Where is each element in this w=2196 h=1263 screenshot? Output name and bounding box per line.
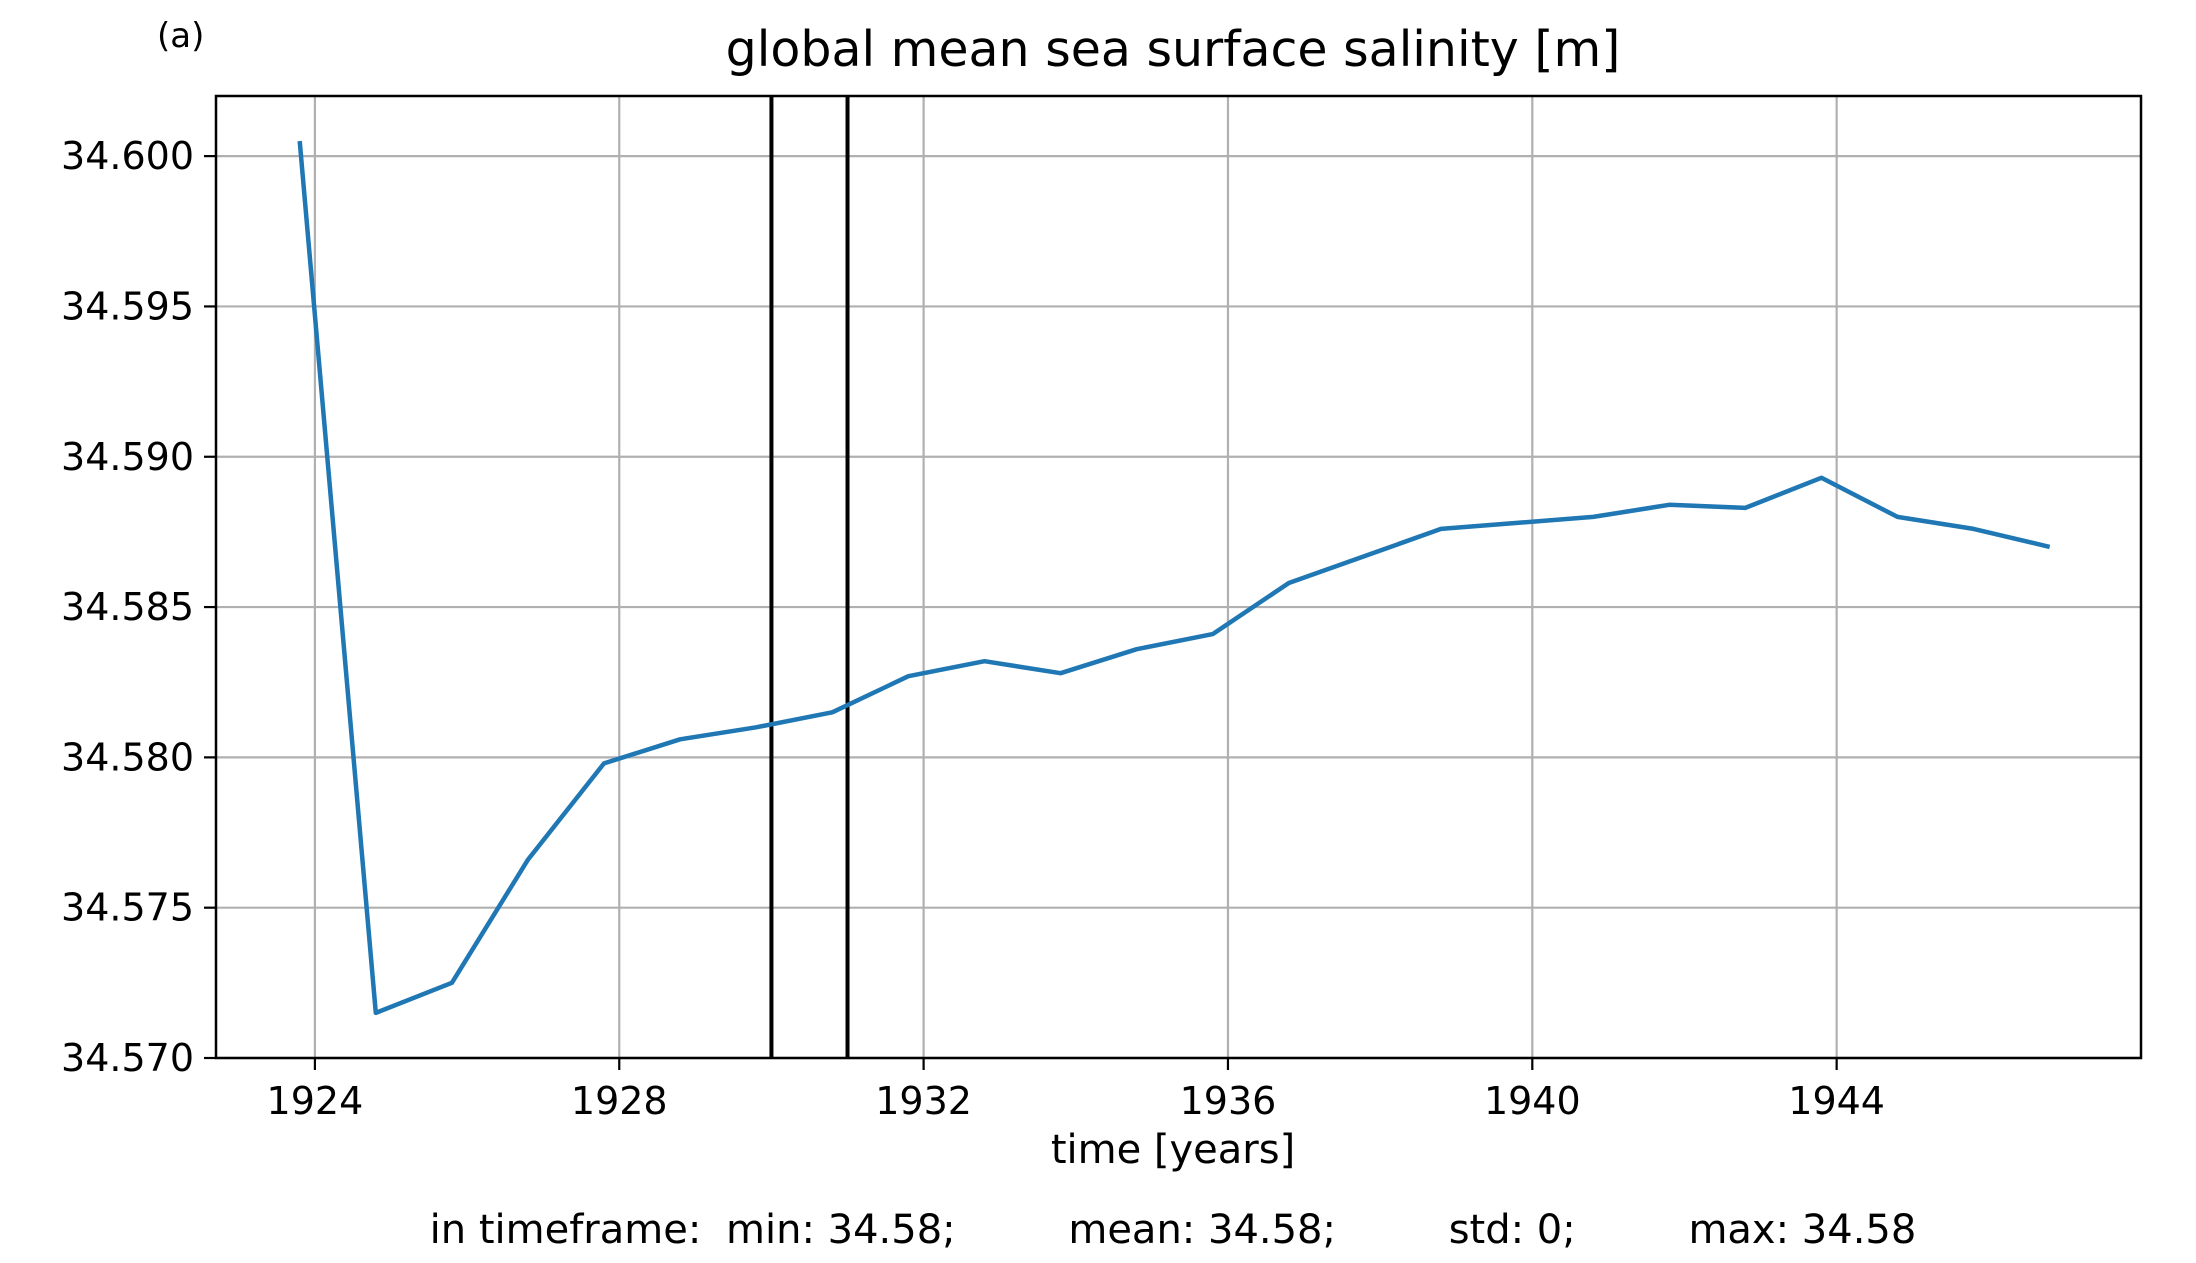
chart-title: global mean sea surface salinity [m]	[726, 21, 1621, 78]
footer-mean: mean: 34.58;	[1068, 1207, 1336, 1253]
x-axis-label: time [years]	[1051, 1127, 1295, 1173]
x-tick-label: 1928	[571, 1079, 668, 1123]
x-tick-label: 1924	[267, 1079, 364, 1123]
grid-lines	[216, 96, 2141, 1060]
salinity-series-line	[297, 140, 2051, 1016]
axis-ticks: 1924 1928 1932 1936 1940 1944 34.570 34.575 34.5…	[61, 134, 1885, 1123]
y-tick-label: 34.580	[61, 735, 194, 779]
footer-max: max: 34.58	[1688, 1207, 1916, 1253]
y-tick-label: 34.590	[61, 435, 194, 479]
y-tick-label: 34.600	[61, 134, 194, 178]
vertical-markers	[769, 96, 850, 1058]
series-layer	[297, 140, 2051, 1016]
footer-std: std: 0;	[1449, 1207, 1576, 1253]
y-tick-label: 34.595	[61, 284, 194, 328]
x-tick-label: 1944	[1788, 1079, 1885, 1123]
y-tick-label: 34.575	[61, 886, 194, 930]
panel-label: (a)	[157, 16, 204, 56]
x-tick-label: 1940	[1484, 1079, 1581, 1123]
footer-stats: in timeframe: min: 34.58; mean: 34.58; s…	[430, 1207, 1917, 1253]
y-tick-label: 34.570	[61, 1036, 194, 1080]
x-tick-label: 1932	[875, 1079, 972, 1123]
footer-min: min: 34.58;	[726, 1207, 956, 1253]
footer-prefix: in timeframe:	[430, 1207, 702, 1253]
y-tick-label: 34.585	[61, 585, 194, 629]
plot-frame	[214, 94, 2143, 1060]
x-tick-label: 1936	[1180, 1079, 1277, 1123]
